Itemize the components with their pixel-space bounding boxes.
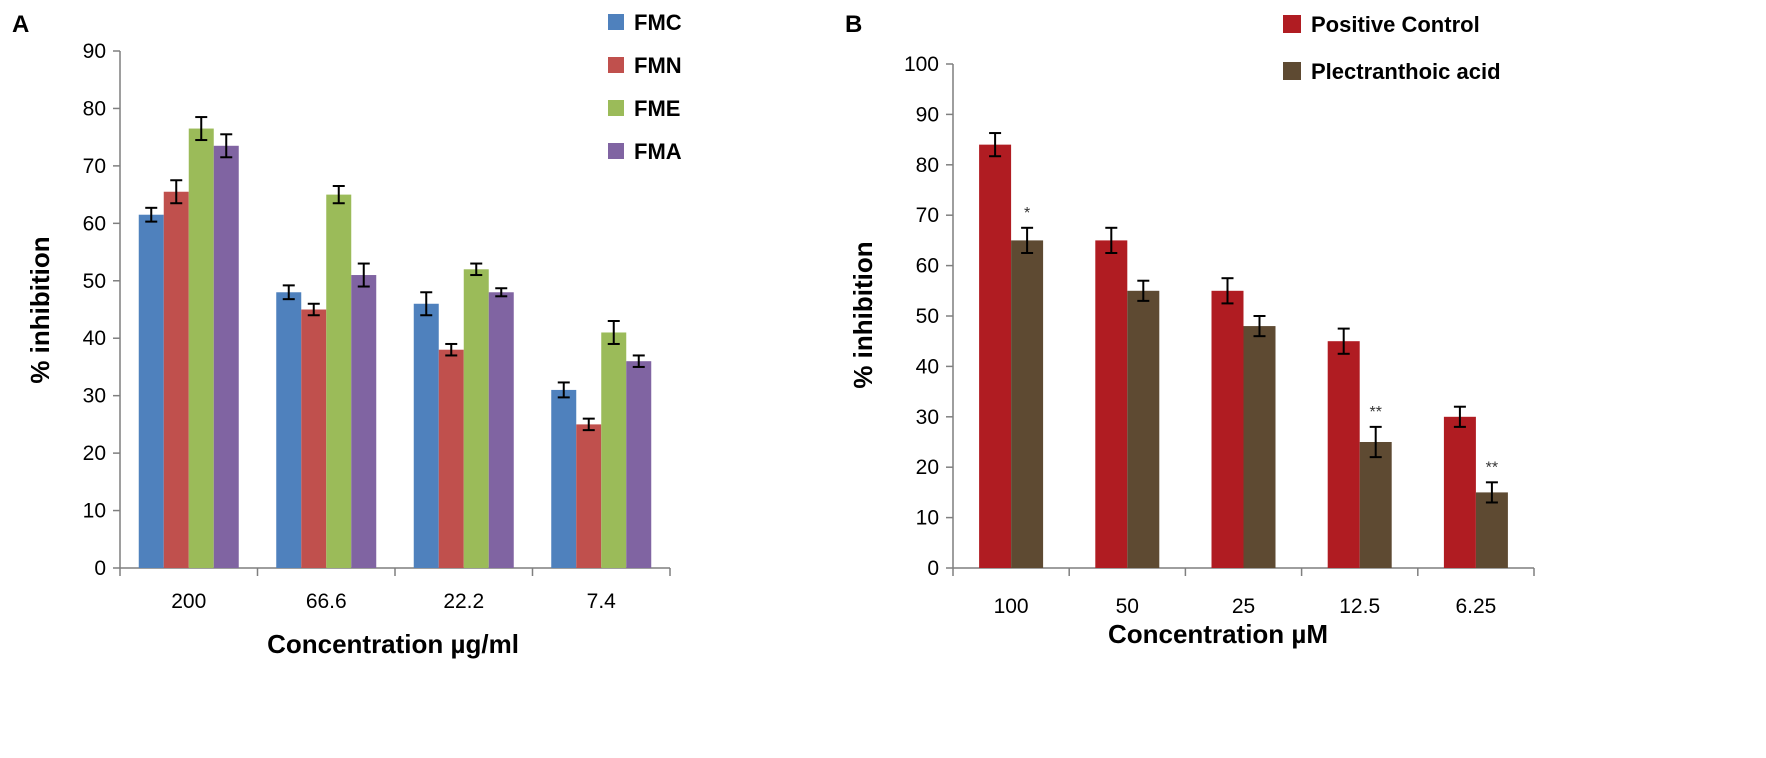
legend-swatch — [1283, 62, 1301, 80]
x-tick-label: 22.2 — [443, 590, 484, 613]
legend-swatch — [1283, 15, 1301, 33]
x-tick-label: 100 — [994, 595, 1029, 618]
y-axis-ticks-b: 0 10 20 30 40 50 60 70 80 90 100 — [904, 53, 953, 580]
legend-label: FMC — [634, 10, 682, 35]
y-tick-label: 30 — [83, 385, 106, 408]
bar — [1011, 240, 1044, 568]
panel-letter-a: A — [12, 11, 29, 38]
y-tick-label: 60 — [916, 255, 939, 278]
bar — [979, 144, 1012, 568]
bar — [301, 309, 327, 568]
x-tick-label: 66.6 — [306, 590, 347, 613]
chart-panel-b: B 0 10 20 30 40 50 60 70 80 90 100 100 50 25 12.5 6.25… — [845, 11, 1535, 649]
bar — [413, 303, 439, 568]
legend-b: Positive Control Plectranthoic acid — [1283, 12, 1501, 84]
bar — [188, 128, 214, 569]
x-axis-ticks-b: 100 50 25 12.5 6.25 — [952, 568, 1535, 618]
y-axis-ticks-a: 0 10 20 30 40 50 60 70 80 90 — [83, 40, 120, 580]
y-tick-label: 60 — [83, 212, 106, 235]
error-bars-b — [989, 132, 1498, 504]
significance-mark: ** — [1369, 404, 1381, 421]
bar — [488, 292, 514, 568]
y-tick-label: 20 — [83, 442, 106, 465]
significance-mark: ** — [1486, 459, 1498, 476]
x-tick-label: 6.25 — [1455, 595, 1496, 618]
legend-label: Plectranthoic acid — [1311, 59, 1501, 84]
bar — [213, 145, 239, 569]
bar — [551, 389, 577, 568]
x-tick-label: 50 — [1116, 595, 1139, 618]
legend-a: FMC FMN FME FMA — [608, 10, 682, 164]
legend-label: FMA — [634, 139, 682, 164]
x-axis-title-b: Concentration µM — [1108, 619, 1328, 649]
x-tick-label: 25 — [1232, 595, 1255, 618]
bar — [1475, 492, 1508, 568]
y-axis-title-b: % inhibition — [848, 241, 878, 388]
bar — [276, 292, 302, 568]
bar — [1243, 326, 1276, 568]
x-tick-label: 200 — [171, 590, 206, 613]
legend-swatch — [608, 14, 624, 30]
bar — [351, 275, 377, 568]
chart-panel-a: A 0 10 20 30 40 50 60 70 80 90 200 66.6 22.2 7.4 FMC… — [12, 10, 682, 659]
bars-a — [138, 128, 652, 569]
bar — [463, 269, 489, 568]
y-axis-title-a: % inhibition — [25, 236, 55, 383]
bar — [163, 191, 189, 568]
y-tick-label: 30 — [916, 406, 939, 429]
y-tick-label: 80 — [916, 154, 939, 177]
x-tick-label: 7.4 — [587, 590, 617, 613]
legend-label: FME — [634, 96, 680, 121]
bar — [576, 424, 602, 568]
x-axis-title-a: Concentration µg/ml — [267, 629, 519, 659]
bar — [1127, 290, 1160, 568]
y-tick-label: 50 — [916, 305, 939, 328]
y-tick-label: 20 — [916, 456, 939, 479]
bar — [1211, 290, 1244, 568]
legend-swatch — [608, 143, 624, 159]
x-tick-label: 12.5 — [1339, 595, 1380, 618]
y-tick-label: 90 — [83, 40, 106, 63]
y-tick-label: 70 — [83, 155, 106, 178]
y-tick-label: 10 — [83, 500, 106, 523]
bar — [138, 214, 164, 568]
bar — [1443, 416, 1476, 568]
panel-letter-b: B — [845, 11, 862, 38]
error-bars-a — [145, 116, 645, 432]
y-tick-label: 80 — [83, 97, 106, 120]
y-tick-label: 90 — [916, 103, 939, 126]
y-tick-label: 100 — [904, 53, 939, 76]
legend-swatch — [608, 100, 624, 116]
y-tick-label: 40 — [83, 327, 106, 350]
bar — [1359, 442, 1392, 568]
bar — [326, 194, 352, 568]
significance-marks-b: ***** — [1024, 205, 1498, 477]
y-tick-label: 0 — [94, 557, 106, 580]
bar — [1327, 341, 1360, 568]
legend-label: FMN — [634, 53, 682, 78]
y-tick-label: 10 — [916, 507, 939, 530]
bars-b — [979, 144, 1508, 568]
y-tick-label: 50 — [83, 270, 106, 293]
bar — [1095, 240, 1128, 568]
bar — [438, 349, 464, 568]
y-tick-label: 70 — [916, 204, 939, 227]
bar — [601, 332, 627, 568]
x-axis-ticks-a: 200 66.6 22.2 7.4 — [119, 568, 671, 613]
bar — [626, 361, 652, 568]
legend-label: Positive Control — [1311, 12, 1480, 37]
y-tick-label: 40 — [916, 355, 939, 378]
significance-mark: * — [1024, 205, 1030, 222]
legend-swatch — [608, 57, 624, 73]
y-tick-label: 0 — [927, 557, 939, 580]
